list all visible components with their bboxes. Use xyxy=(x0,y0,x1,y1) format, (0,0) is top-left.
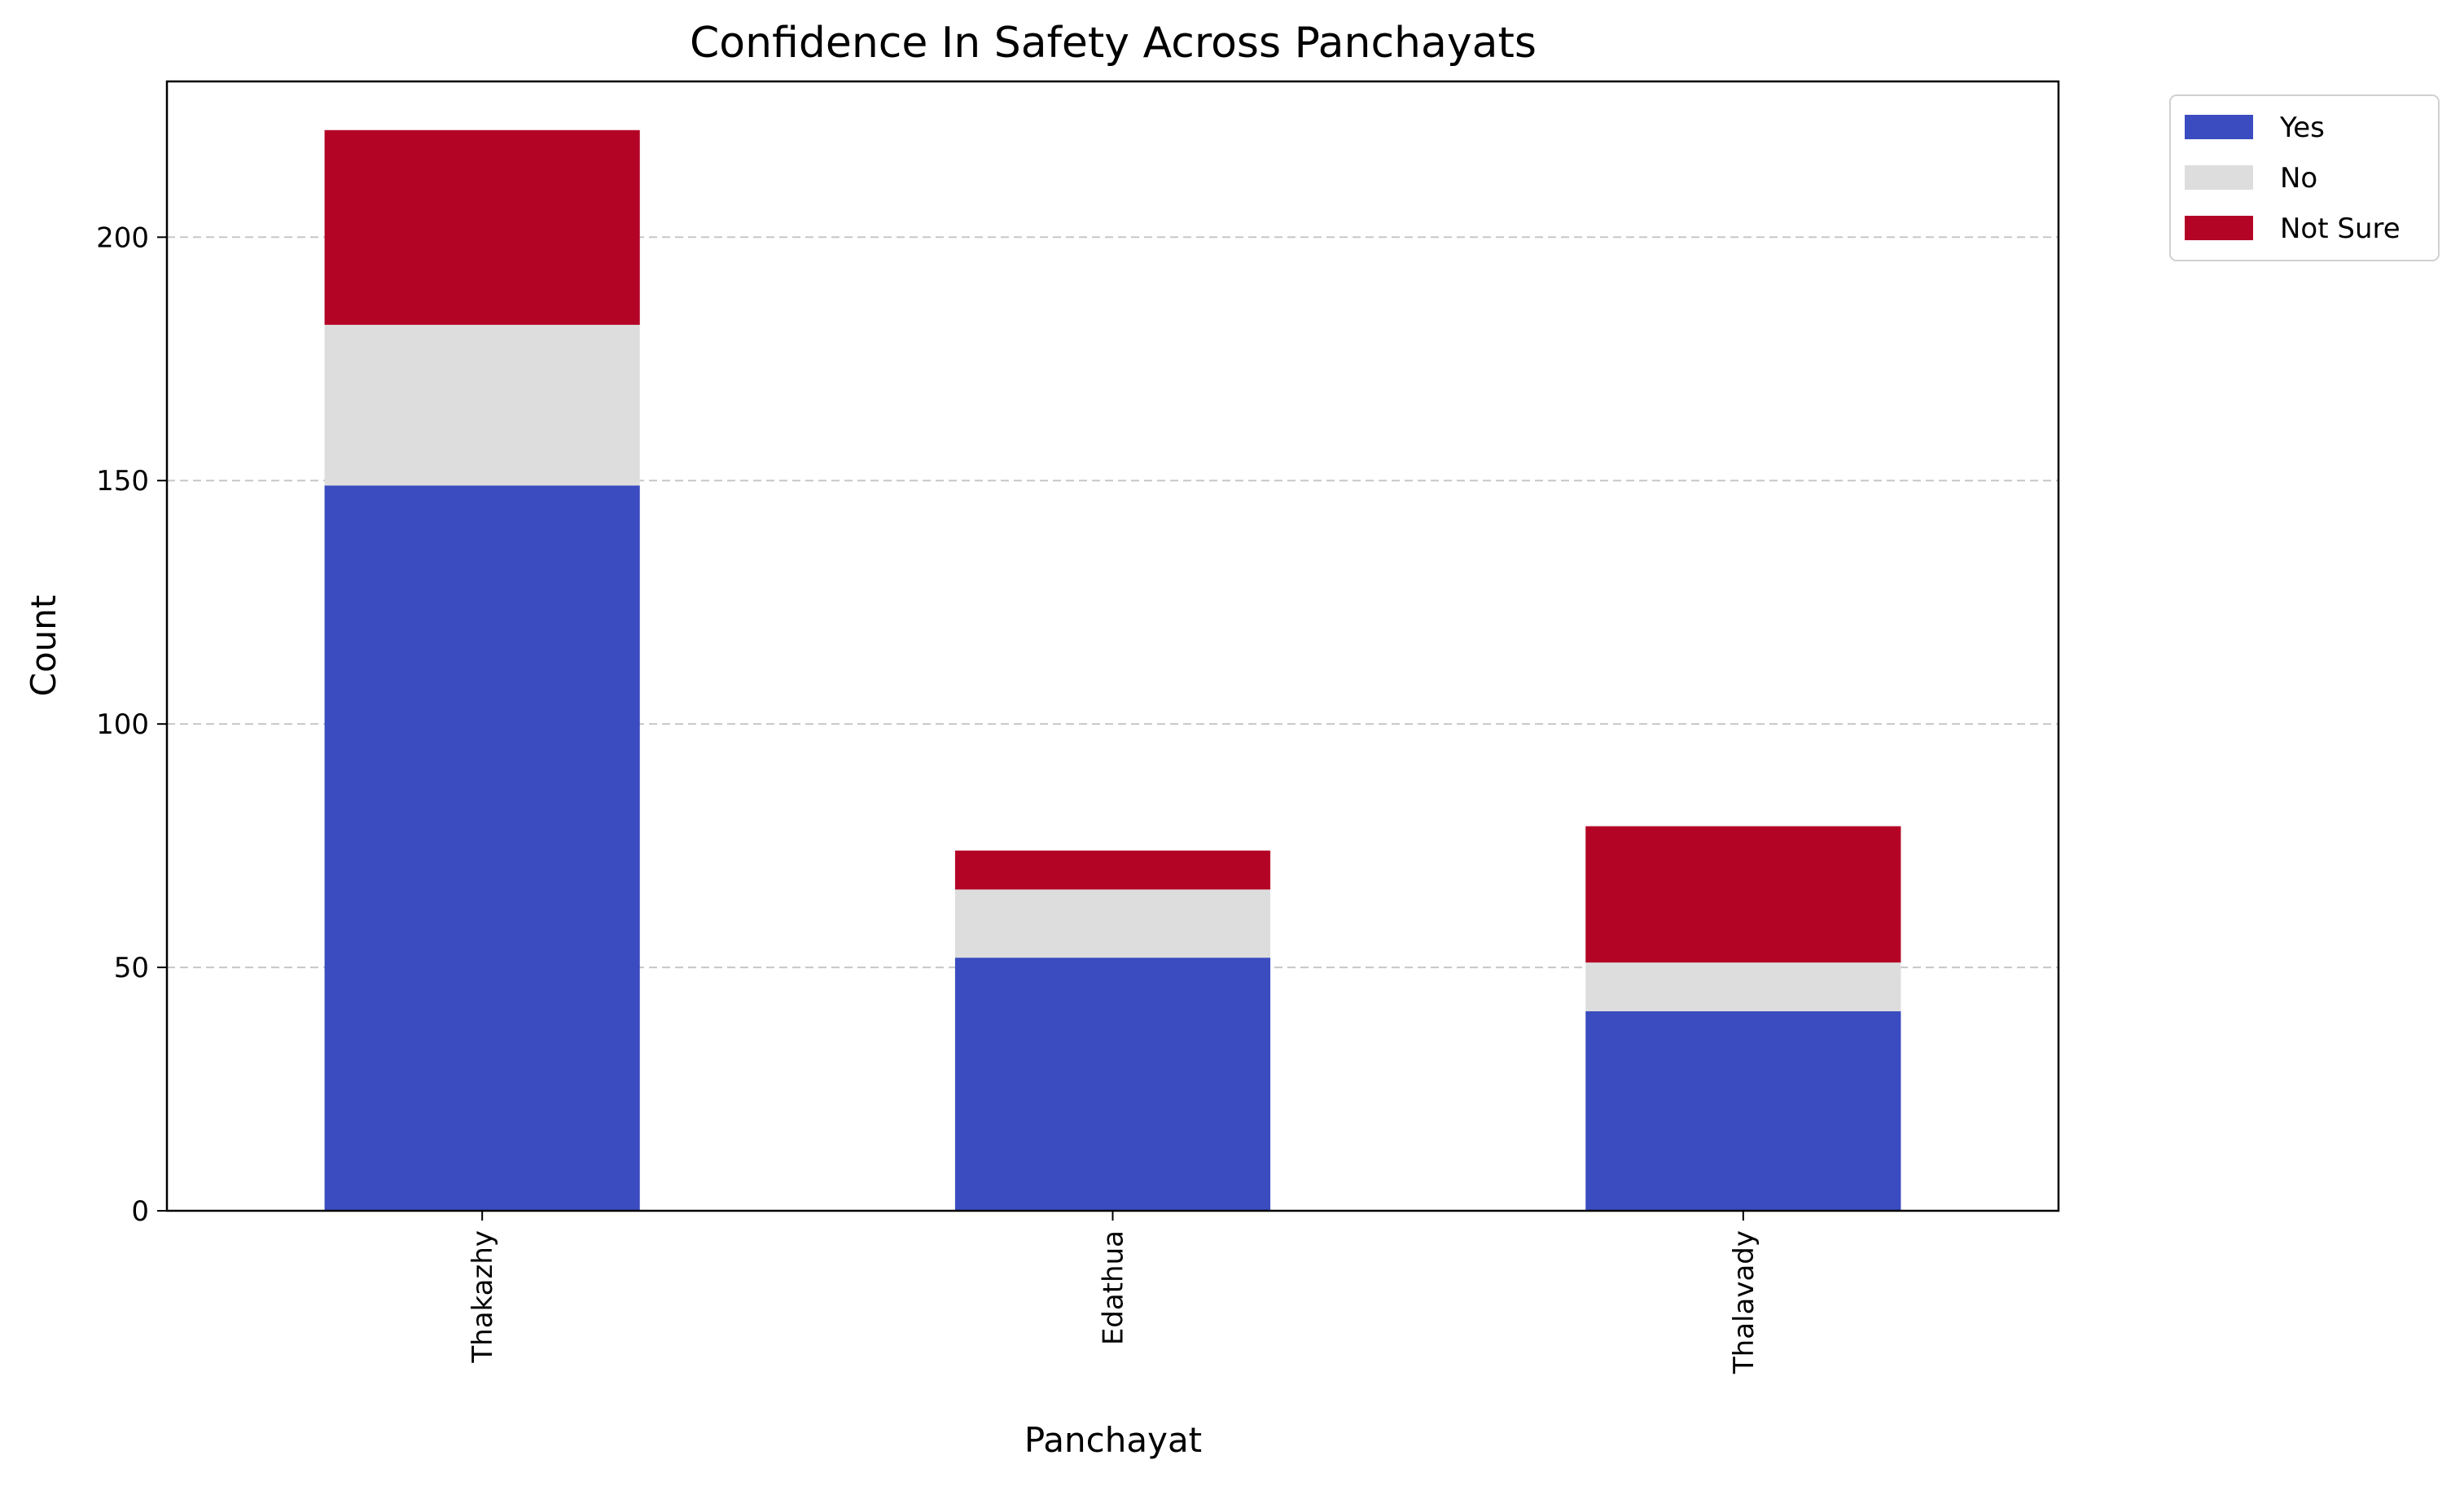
y-axis-ticks: 0 50 100 150 200 xyxy=(96,221,167,1228)
bar-segment-no xyxy=(324,324,640,486)
x-tick-label: Edathua xyxy=(1098,1230,1130,1345)
bar-segment-not-sure xyxy=(1585,826,1901,963)
bar-segment-no xyxy=(954,889,1271,958)
bars xyxy=(324,129,1901,1211)
bar-segment-yes xyxy=(1585,1010,1901,1211)
bar-segment-not-sure xyxy=(324,129,640,325)
y-tick-label: 50 xyxy=(114,952,149,984)
legend-swatch xyxy=(2185,216,2253,240)
y-tick-label: 150 xyxy=(96,465,149,498)
y-tick-label: 200 xyxy=(96,221,149,254)
x-tick-label: Thalavady xyxy=(1728,1230,1760,1374)
bar-segment-no xyxy=(1585,962,1901,1011)
bar-segment-yes xyxy=(324,485,640,1211)
y-tick-label: 100 xyxy=(96,708,149,741)
y-axis-title: Count xyxy=(24,595,64,697)
bar-segment-not-sure xyxy=(954,850,1271,890)
y-tick-label: 0 xyxy=(131,1195,149,1228)
bar-segment-yes xyxy=(954,958,1271,1211)
legend-label: No xyxy=(2280,162,2317,195)
legend-label: Yes xyxy=(2279,112,2325,144)
legend-swatch xyxy=(2185,115,2253,139)
x-tick-label: Thakazhy xyxy=(467,1230,499,1364)
legend-label: Not Sure xyxy=(2280,213,2400,245)
chart-title: Confidence In Safety Across Panchayats xyxy=(690,19,1537,68)
x-axis-ticks: Thakazhy Edathua Thalavady xyxy=(467,1211,1760,1374)
legend: Yes No Not Sure xyxy=(2169,94,2440,261)
legend-swatch xyxy=(2185,165,2253,190)
x-axis-title: Panchayat xyxy=(1024,1420,1202,1460)
